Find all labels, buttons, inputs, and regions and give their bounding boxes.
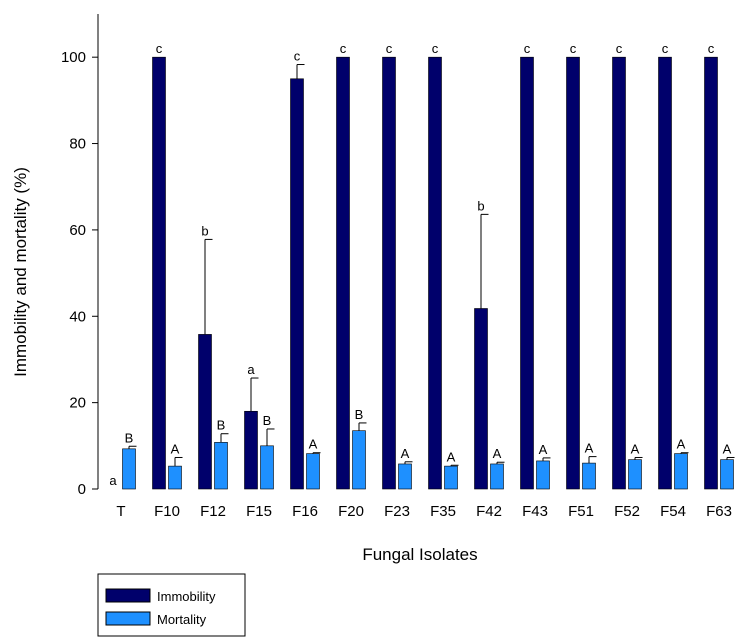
- significance-label-mortality: A: [585, 441, 594, 456]
- x-axis-title: Fungal Isolates: [362, 545, 477, 564]
- bar-immobility: [704, 56, 718, 490]
- x-tick-label: F23: [384, 503, 410, 520]
- bar-immobility: [474, 308, 488, 490]
- significance-label-immobility: a: [109, 473, 117, 488]
- x-axis-ticks: T F10 F12 F15 F16 F20 F23 F35 F42 F43 F51 F52 F54 F63: [116, 503, 732, 520]
- significance-label-immobility: c: [570, 41, 577, 56]
- bar-immobility: [520, 56, 534, 490]
- significance-label-mortality: A: [677, 437, 686, 452]
- bar-immobility: [382, 56, 396, 490]
- bar-mortality: [536, 460, 550, 490]
- bar-mortality: [352, 430, 366, 490]
- bar-mortality: [122, 448, 136, 490]
- significance-label-immobility: c: [524, 41, 531, 56]
- x-tick-label: F35: [430, 503, 456, 520]
- significance-label-mortality: B: [125, 430, 134, 445]
- legend-box: [97, 573, 246, 637]
- x-tick-label: F20: [338, 503, 364, 520]
- significance-label-mortality: B: [355, 407, 364, 422]
- significance-label-mortality: A: [539, 442, 548, 457]
- x-tick-label: F54: [660, 503, 686, 520]
- significance-label-immobility: c: [294, 49, 301, 64]
- x-tick-label: T: [116, 503, 125, 520]
- significance-label-mortality: A: [723, 441, 732, 456]
- significance-label-mortality: A: [171, 441, 180, 456]
- bar-immobility: [336, 56, 350, 490]
- y-tick-label: 0: [78, 481, 86, 498]
- legend-label-mortality: Mortality: [157, 612, 207, 627]
- bar-immobility: [198, 334, 212, 490]
- bar-immobility: [658, 56, 672, 490]
- bar-immobility: [612, 56, 626, 490]
- bar-immobility: [152, 56, 166, 490]
- bar-mortality: [490, 463, 504, 490]
- significance-label-immobility: c: [386, 41, 393, 56]
- x-tick-label: F42: [476, 503, 502, 520]
- bar-immobility: [428, 56, 442, 490]
- bar-mortality: [168, 465, 182, 490]
- plot-area: a c b a c c c c b c c c c c B A B B A B A A A A A A A A: [109, 41, 735, 490]
- x-tick-label: F10: [154, 503, 180, 520]
- x-tick-label: F63: [706, 503, 732, 520]
- y-tick-label: 40: [69, 308, 86, 325]
- bar-mortality: [306, 453, 320, 490]
- significance-label-immobility: c: [662, 41, 669, 56]
- bar-immobility: [566, 56, 580, 490]
- significance-label-mortality: A: [401, 446, 410, 461]
- significance-label-immobility: b: [477, 198, 484, 213]
- bar-mortality: [444, 465, 458, 490]
- significance-label-immobility: a: [247, 362, 255, 377]
- significance-label-mortality: A: [309, 437, 318, 452]
- y-tick-label: 60: [69, 222, 86, 239]
- x-tick-label: F52: [614, 503, 640, 520]
- significance-label-mortality: B: [263, 413, 272, 428]
- significance-label-immobility: c: [616, 41, 623, 56]
- x-tick-label: F15: [246, 503, 272, 520]
- significance-label-mortality: B: [217, 418, 226, 433]
- legend-label-immobility: Immobility: [157, 589, 216, 604]
- y-axis-ticks: 0 20 40 60 80 100: [61, 49, 98, 498]
- significance-label-immobility: b: [201, 223, 208, 238]
- significance-label-immobility: c: [432, 41, 439, 56]
- y-axis-title: Immobility and mortality (%): [11, 167, 30, 377]
- legend-swatch-mortality: [105, 611, 151, 626]
- bar-mortality: [398, 463, 412, 490]
- y-tick-label: 20: [69, 395, 86, 412]
- significance-label-mortality: A: [447, 449, 456, 464]
- bar-mortality: [260, 445, 274, 490]
- significance-label-mortality: A: [631, 441, 640, 456]
- bar-mortality: [628, 459, 642, 490]
- significance-label-immobility: c: [708, 41, 715, 56]
- x-tick-label: F16: [292, 503, 318, 520]
- y-tick-label: 100: [61, 49, 86, 66]
- significance-label-mortality: A: [493, 446, 502, 461]
- bar-mortality: [674, 453, 688, 490]
- x-tick-label: F43: [522, 503, 548, 520]
- bar-mortality: [214, 442, 228, 490]
- x-tick-label: F51: [568, 503, 594, 520]
- legend: Immobility Mortality: [97, 573, 246, 637]
- bar-mortality: [720, 459, 734, 490]
- significance-label-immobility: c: [340, 41, 347, 56]
- bar-mortality: [582, 462, 596, 490]
- y-tick-label: 80: [69, 136, 86, 153]
- bar-immobility: [244, 410, 258, 490]
- significance-label-immobility: c: [156, 41, 163, 56]
- bar-immobility: [290, 78, 304, 490]
- x-tick-label: F12: [200, 503, 226, 520]
- legend-swatch-immobility: [105, 588, 151, 603]
